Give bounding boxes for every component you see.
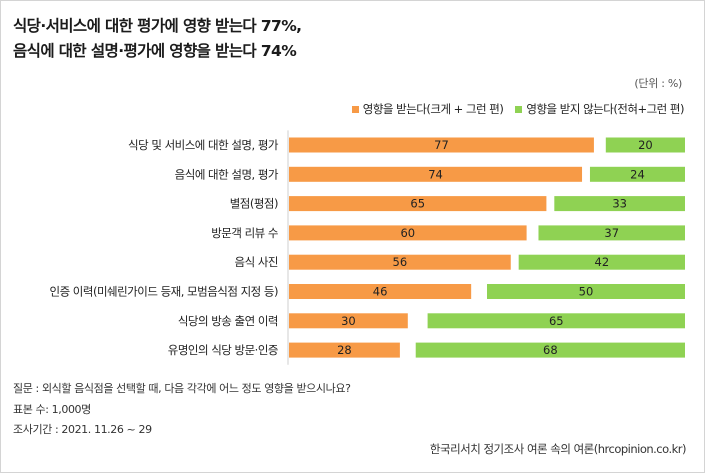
- category-label: 인증 이력(미쉐린가이드 등재, 모범음식점 지정 등): [49, 285, 278, 299]
- category-label: 음식에 대한 설명, 평가: [175, 167, 279, 181]
- legend-swatch-not-influenced: [515, 105, 523, 113]
- source-credit: 한국리서치 정기조사 여론 속의 여론(hrcopinion.co.kr): [429, 442, 687, 456]
- bar-influenced: [289, 137, 594, 153]
- value-label-not-influenced: 20: [638, 138, 653, 152]
- note-sample-size: 표본 수: 1,000명: [13, 402, 91, 416]
- category-label: 유명인의 식당 방문·인증: [168, 343, 278, 357]
- value-label-not-influenced: 33: [612, 197, 627, 211]
- category-label: 식당의 방송 출연 이력: [178, 314, 278, 328]
- legend-item-not-influenced: 영향을 받지 않는다(전혀+그런 편): [515, 101, 684, 117]
- value-label-not-influenced: 24: [630, 167, 645, 181]
- value-label-influenced: 77: [434, 138, 449, 152]
- note-question: 질문 : 외식할 음식점을 선택할 때, 다음 각각에 어느 정도 영향을 받으…: [13, 382, 351, 395]
- unit-label: (단위 : %): [634, 77, 682, 90]
- value-label-influenced: 30: [341, 314, 356, 328]
- legend-label-not-influenced: 영향을 받지 않는다(전혀+그런 편): [526, 102, 684, 116]
- value-label-influenced: 46: [373, 285, 388, 299]
- title-line-1: 식당·서비스에 대한 평가에 영향 받는다 77%,: [13, 17, 302, 35]
- value-label-not-influenced: 50: [579, 285, 594, 299]
- bar-influenced: [289, 342, 400, 358]
- value-label-influenced: 74: [428, 167, 443, 181]
- category-label: 별점(평점): [230, 197, 278, 211]
- bar-not-influenced: [589, 166, 685, 182]
- value-label-not-influenced: 68: [543, 343, 558, 357]
- note-survey-period: 조사기간 : 2021. 11.26 ~ 29: [13, 423, 152, 436]
- bar-not-influenced: [415, 342, 685, 358]
- value-label-not-influenced: 37: [604, 226, 619, 240]
- survey-notes: 질문 : 외식할 음식점을 선택할 때, 다음 각각에 어느 정도 영향을 받으…: [13, 379, 351, 441]
- value-label-influenced: 60: [400, 226, 415, 240]
- category-label: 음식 사진: [235, 255, 278, 269]
- value-label-influenced: 65: [410, 197, 425, 211]
- value-label-influenced: 56: [393, 255, 408, 269]
- category-label: 식당 및 서비스에 대한 설명, 평가: [128, 138, 279, 152]
- bar-influenced: [289, 254, 511, 270]
- legend-label-influenced: 영향을 받는다(크게 + 그런 편): [362, 102, 504, 116]
- bar-not-influenced: [487, 284, 685, 299]
- bar-influenced: [289, 313, 408, 329]
- bar-influenced: [289, 166, 583, 182]
- bar-not-influenced: [427, 313, 685, 329]
- bar-influenced: [289, 284, 472, 299]
- value-label-not-influenced: 65: [549, 314, 564, 328]
- title-line-2: 음식에 대한 설명·평가에 영향을 받는다 74%: [13, 42, 297, 60]
- bar-influenced: [289, 225, 527, 241]
- category-label: 방문객 리뷰 수: [211, 226, 278, 240]
- legend-item-influenced: 영향을 받는다(크게 + 그런 편): [351, 101, 504, 117]
- bar-influenced: [289, 196, 547, 212]
- bar-not-influenced: [518, 254, 685, 270]
- bar-not-influenced: [554, 196, 685, 212]
- legend: 영향을 받는다(크게 + 그런 편) 영향을 받지 않는다(전혀+그런 편): [340, 101, 684, 117]
- chart-title: 식당·서비스에 대한 평가에 영향 받는다 77%, 음식에 대한 설명·평가에…: [13, 14, 693, 64]
- bar-not-influenced: [605, 137, 685, 153]
- value-label-influenced: 28: [337, 343, 352, 357]
- value-label-not-influenced: 42: [595, 255, 610, 269]
- legend-swatch-influenced: [351, 105, 359, 113]
- bar-not-influenced: [538, 225, 685, 241]
